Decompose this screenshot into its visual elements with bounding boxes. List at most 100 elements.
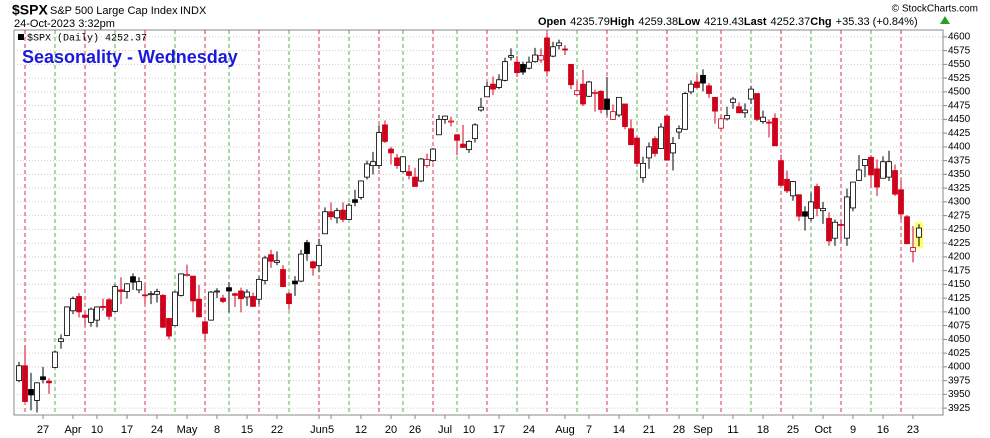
candle-body [256,279,262,300]
candle-body [706,85,712,94]
candle-body [76,296,82,313]
candle-body [520,63,526,73]
chart-title: Seasonality - Wednesday [22,47,238,67]
candle-body [808,201,814,219]
y-tick-label: 4275 [948,210,971,221]
y-tick-label: 4400 [948,142,971,153]
candle-body [616,96,622,116]
candle-body [244,291,250,298]
candle-body [64,306,70,336]
candle-body [574,90,580,96]
candle-body [910,247,916,252]
candle-body [628,128,634,146]
candle-body [718,118,724,129]
x-tick-label: Apr [64,424,81,436]
plot: 3925 3950 3975 4000 4025 4050 4075 4100 4125 4150… [14,30,971,436]
candle-body [286,293,292,305]
candle-body [472,124,478,140]
x-tick-label: 17 [121,424,133,436]
candle-body [346,204,352,220]
candle-body [130,276,136,283]
candle-body [196,298,202,318]
candle-body [790,181,796,197]
candle-body [364,163,370,178]
candle-body [670,143,676,154]
candle-body [268,254,274,262]
candle-body [142,294,148,297]
candle-body [700,74,706,84]
candle-body [916,227,922,238]
candle-body [640,162,646,179]
x-tick-label: 5 [328,424,334,436]
candle-body [172,291,178,327]
candle-body [436,118,442,136]
candle-body [550,46,556,57]
candle-body [604,98,610,110]
y-tick-label: 4200 [948,252,971,263]
candle-body [112,286,118,312]
candle-body [370,161,376,166]
candle-body [832,221,838,239]
plot-frame [13,29,944,416]
quote: Open 4235.79High 4259.38Low 4219.43Last 4252… [538,16,918,28]
candle-body [154,291,160,295]
candle-body [502,61,508,81]
candle-body [820,208,826,212]
quote-value: 4235.79 [570,16,610,28]
candle-body [514,61,520,74]
x-tick-label: Sep [693,424,713,436]
x-tick-label: 22 [271,424,283,436]
x-tick-label: 20 [385,424,397,436]
candle-body [214,290,220,293]
y-tick-label: 4325 [948,183,971,194]
x-tick-label: 24 [523,424,535,436]
y-tick-label: 4100 [948,307,971,318]
candle-body [544,37,550,72]
candle-body [748,88,754,100]
y-tick-label: 4250 [948,224,971,235]
x-tick-label: 28 [673,424,685,436]
y-tick-label: 3925 [948,403,971,414]
symbol: $SPX [12,2,48,18]
candle-body [664,115,670,161]
x-tick-label: Jul [438,424,452,436]
candle-body [262,257,268,281]
legend-swatch [18,34,24,40]
y-tick-label: 4150 [948,279,971,290]
candle-body [70,298,76,312]
candle-body [190,275,196,302]
candle-body [862,159,868,166]
y-tick-label: 3950 [948,389,971,400]
x-tick-label: 26 [409,424,421,436]
y-tick-label: 4000 [948,362,971,373]
candle-body [52,351,58,368]
candle-body [136,281,142,291]
candle-body [340,209,346,220]
y-tick-label: 4075 [948,320,971,331]
candle-body [166,318,172,337]
candle-body [16,365,22,382]
candle-body [382,124,388,142]
y-tick-label: 4525 [948,73,971,84]
candle-body [568,63,574,86]
candle-body [802,211,808,217]
candle-body [874,168,880,188]
candle-body [652,138,658,154]
quote-label: Low [678,16,700,28]
x-tick-label: 17 [493,424,505,436]
x-tick-label: Aug [555,424,575,436]
candle-body [58,338,64,342]
candle-body [358,180,364,198]
candle-body [322,211,328,235]
candle-body [850,181,856,209]
x-tick-label: 9 [850,424,856,436]
x-tick-label: 23 [907,424,919,436]
up-arrow [940,16,950,24]
candle-body [754,93,760,120]
x-tick-label: 21 [643,424,655,436]
candle-body [454,134,460,141]
x-tick-label: 8 [214,424,220,436]
x-tick-label: 24 [151,424,163,436]
candle-body [886,161,892,178]
y-tick-label: 4475 [948,100,971,111]
